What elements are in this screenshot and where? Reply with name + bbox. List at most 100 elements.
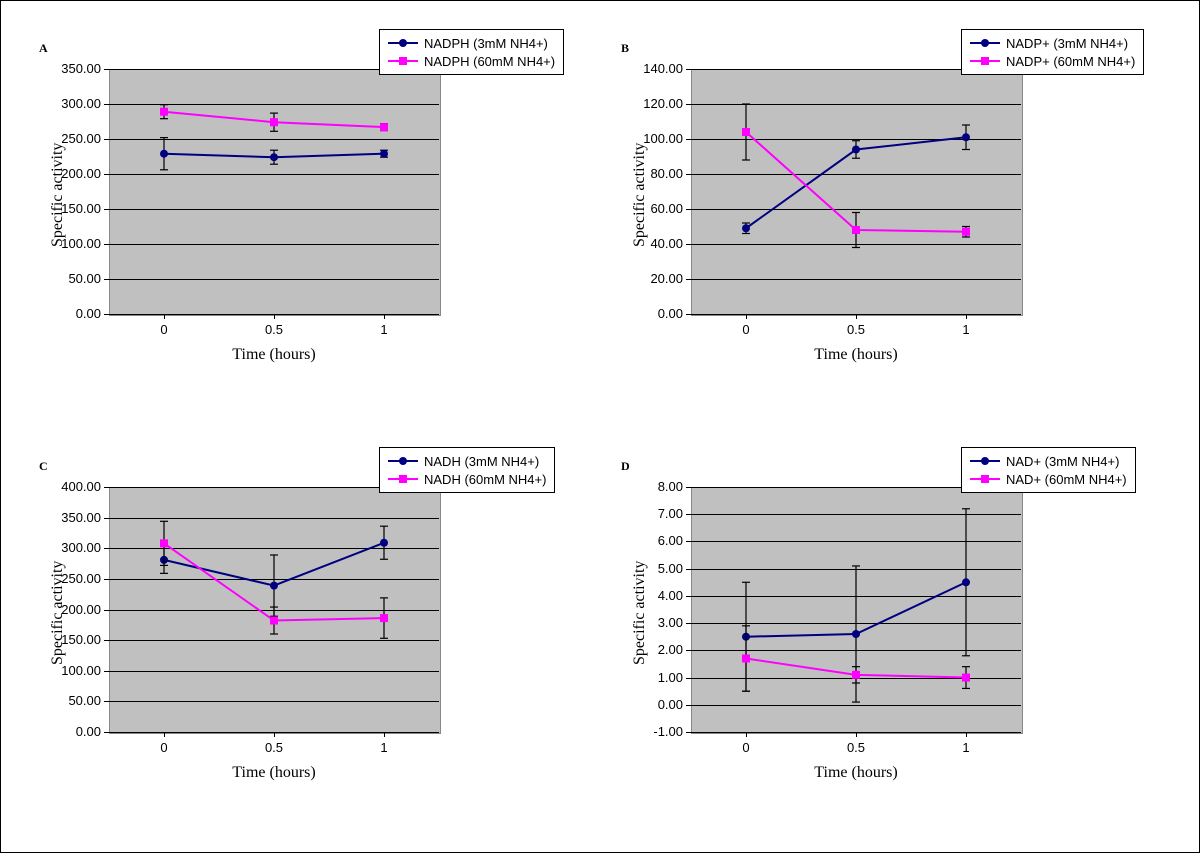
legend-label: NADH (3mM NH4+) [424, 454, 539, 469]
y-axis-label: Specific activity [49, 560, 67, 664]
y-tick-label: 7.00 [631, 506, 683, 521]
data-marker [852, 630, 860, 638]
x-tick-mark [384, 314, 385, 319]
x-tick-mark [274, 314, 275, 319]
y-tick-label: 50.00 [49, 693, 101, 708]
y-tick-label: 350.00 [49, 510, 101, 525]
legend-c: NADH (3mM NH4+) NADH (60mM NH4+) [379, 447, 555, 493]
legend-label: NAD+ (60mM NH4+) [1006, 472, 1127, 487]
figure-container: A0.0050.00100.00150.00200.00250.00300.00… [0, 0, 1200, 853]
legend-label: NADP+ (3mM NH4+) [1006, 36, 1128, 51]
y-tick-label: -1.00 [631, 724, 683, 739]
data-marker [160, 150, 168, 158]
x-tick-label: 1 [946, 740, 986, 755]
y-tick-mark [104, 732, 109, 733]
x-axis-label: Time (hours) [109, 764, 439, 782]
legend-line-icon [388, 460, 418, 462]
x-tick-mark [746, 732, 747, 737]
y-tick-label: 350.00 [49, 61, 101, 76]
legend-item: NAD+ (60mM NH4+) [970, 470, 1127, 488]
legend-label: NADPH (60mM NH4+) [424, 54, 555, 69]
data-marker [380, 539, 388, 547]
data-marker [742, 655, 750, 663]
y-tick-label: 400.00 [49, 479, 101, 494]
y-tick-label: 6.00 [631, 533, 683, 548]
y-axis-label: Specific activity [631, 560, 649, 664]
legend-marker-icon [399, 475, 407, 483]
legend-line-icon [970, 42, 1000, 44]
x-tick-mark [856, 314, 857, 319]
x-tick-mark [274, 732, 275, 737]
x-tick-label: 0 [726, 322, 766, 337]
legend-line-icon [970, 60, 1000, 62]
data-marker [160, 539, 168, 547]
legend-d: NAD+ (3mM NH4+) NAD+ (60mM NH4+) [961, 447, 1136, 493]
data-marker [962, 228, 970, 236]
x-axis-label: Time (hours) [109, 346, 439, 364]
legend-line-icon [388, 42, 418, 44]
data-marker [380, 614, 388, 622]
x-tick-label: 0 [144, 740, 184, 755]
legend-marker-icon [399, 57, 407, 65]
x-tick-label: 0.5 [836, 322, 876, 337]
legend-item: NADH (60mM NH4+) [388, 470, 546, 488]
chart-svg-a [109, 69, 439, 314]
x-tick-label: 0.5 [254, 322, 294, 337]
legend-marker-icon [399, 457, 407, 465]
legend-line-icon [388, 478, 418, 480]
y-tick-label: 0.00 [631, 697, 683, 712]
data-marker [270, 582, 278, 590]
y-tick-label: 1.00 [631, 670, 683, 685]
x-tick-label: 0.5 [836, 740, 876, 755]
data-marker [380, 123, 388, 131]
legend-item: NADPH (60mM NH4+) [388, 52, 555, 70]
legend-marker-icon [981, 475, 989, 483]
legend-item: NADPH (3mM NH4+) [388, 34, 555, 52]
x-tick-mark [966, 732, 967, 737]
data-marker [742, 128, 750, 136]
legend-line-icon [388, 60, 418, 62]
data-marker [962, 133, 970, 141]
legend-label: NADH (60mM NH4+) [424, 472, 546, 487]
data-marker [160, 108, 168, 116]
x-tick-mark [966, 314, 967, 319]
y-tick-label: 0.00 [49, 306, 101, 321]
x-tick-mark [164, 314, 165, 319]
x-tick-label: 0.5 [254, 740, 294, 755]
panel-label-c: C [39, 459, 48, 474]
legend-line-icon [970, 478, 1000, 480]
data-marker [380, 150, 388, 158]
data-marker [742, 224, 750, 232]
y-tick-label: 120.00 [631, 96, 683, 111]
panel-label-b: B [621, 41, 629, 56]
y-tick-label: 0.00 [49, 724, 101, 739]
y-tick-label: 300.00 [49, 540, 101, 555]
y-tick-label: 300.00 [49, 96, 101, 111]
x-tick-label: 1 [364, 322, 404, 337]
y-tick-label: 140.00 [631, 61, 683, 76]
x-axis-label: Time (hours) [691, 346, 1021, 364]
legend-label: NADPH (3mM NH4+) [424, 36, 548, 51]
data-marker [270, 118, 278, 126]
legend-a: NADPH (3mM NH4+) NADPH (60mM NH4+) [379, 29, 564, 75]
data-marker [852, 671, 860, 679]
legend-marker-icon [399, 39, 407, 47]
y-tick-mark [686, 732, 691, 733]
x-tick-mark [384, 732, 385, 737]
data-marker [962, 578, 970, 586]
x-tick-mark [164, 732, 165, 737]
data-marker [852, 226, 860, 234]
y-tick-label: 8.00 [631, 479, 683, 494]
legend-item: NADH (3mM NH4+) [388, 452, 546, 470]
legend-label: NAD+ (3mM NH4+) [1006, 454, 1119, 469]
panel-label-a: A [39, 41, 48, 56]
legend-line-icon [970, 460, 1000, 462]
legend-marker-icon [981, 39, 989, 47]
legend-marker-icon [981, 57, 989, 65]
y-tick-mark [104, 314, 109, 315]
y-tick-mark [686, 314, 691, 315]
legend-item: NADP+ (60mM NH4+) [970, 52, 1135, 70]
data-marker [270, 617, 278, 625]
legend-item: NADP+ (3mM NH4+) [970, 34, 1135, 52]
x-tick-mark [746, 314, 747, 319]
